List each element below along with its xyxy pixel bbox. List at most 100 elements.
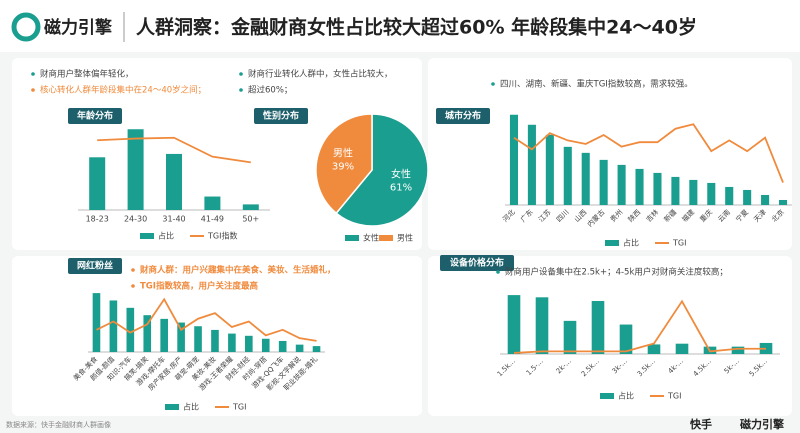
bar: [563, 146, 572, 205]
bar: [675, 343, 689, 354]
legend-swatch: [600, 393, 614, 399]
bar: [671, 176, 680, 205]
logo-icon: [11, 12, 41, 42]
brand: 磁力引擎: [740, 417, 784, 431]
slice-value: 61%: [390, 182, 412, 193]
bar: [591, 300, 605, 354]
section-tag: 城市分布: [445, 110, 481, 122]
x-tick-label: 41-49: [201, 215, 224, 224]
bar: [635, 168, 644, 205]
panel: [428, 58, 792, 250]
section-tag-bg: [436, 108, 490, 124]
line: [513, 123, 784, 183]
legend-label: 女性: [363, 233, 379, 243]
legend-label: TGI: [672, 239, 686, 248]
brand: 快手: [689, 417, 712, 431]
bar: [619, 324, 633, 354]
legend-label: 男性: [397, 233, 413, 243]
section-tag: 年龄分布: [77, 110, 113, 122]
bar: [617, 164, 626, 205]
legend-label: 占比: [618, 391, 634, 401]
legend-label: 占比: [183, 402, 199, 412]
slice-label: 女性: [391, 167, 411, 180]
legend-label: 占比: [623, 238, 639, 248]
bar: [761, 194, 770, 205]
bullet: [131, 268, 135, 272]
bar: [535, 297, 549, 354]
legend-swatch: [345, 235, 359, 241]
bullet: [239, 72, 243, 76]
bar: [109, 300, 118, 352]
bullet: [131, 284, 135, 288]
bar: [143, 315, 152, 352]
note: 财商人群：用户兴趣集中在美食、美妆、生活婚礼，: [139, 265, 336, 276]
section-tag: 网红粉丝: [77, 260, 113, 272]
note: 财商用户设备集中在2.5k+；4-5k用户对财商关注度较高；: [505, 267, 728, 278]
bar: [778, 199, 788, 205]
slice-value: 39%: [332, 162, 354, 173]
panel: [428, 256, 792, 416]
bar: [581, 152, 590, 205]
section-tag-bg: [68, 108, 122, 124]
line: [97, 136, 251, 164]
bar: [599, 159, 608, 205]
legend-swatch: [140, 233, 154, 239]
bar: [295, 344, 304, 352]
bar: [228, 333, 236, 352]
section-tag: 设备价格分布: [450, 257, 504, 269]
bar: [245, 335, 253, 352]
note: 核心转化人群年龄段集中在24～40岁之间；: [40, 85, 206, 96]
logo-text: 磁力引擎: [44, 17, 113, 38]
section-tag-bg: [254, 108, 308, 124]
section-tag-bg: [68, 258, 122, 274]
line: [96, 297, 317, 342]
bar: [653, 172, 662, 205]
bar: [731, 346, 745, 354]
bullet: [31, 72, 35, 76]
bar: [204, 196, 221, 210]
note: 四川、湖南、新疆、重庆TGI指数较高，需求较强。: [500, 79, 693, 90]
x-tick-label: 50+: [242, 215, 259, 224]
legend-swatch: [379, 235, 393, 241]
slice-label: 男性: [333, 147, 353, 160]
legend-label: 占比: [158, 231, 174, 241]
bar: [689, 179, 698, 205]
section-tag-bg: [440, 255, 514, 271]
bar: [177, 322, 185, 352]
bullet: [239, 88, 243, 92]
bar: [527, 124, 536, 205]
panel: [12, 58, 422, 250]
pie-slice: [335, 113, 429, 227]
bar: [242, 204, 259, 210]
bar: [278, 340, 287, 352]
bar: [707, 182, 716, 205]
legend-swatch: [605, 240, 619, 246]
bar: [563, 320, 577, 354]
bar: [312, 346, 321, 352]
x-tick-label: 18-23: [86, 215, 109, 224]
bar: [261, 338, 270, 352]
note: 财商行业转化人群中，女性占比较大，: [248, 69, 393, 80]
line: [513, 299, 766, 354]
legend-swatch: [165, 404, 179, 410]
note: 超过60%；: [248, 85, 292, 96]
note: 财商用户整体偏年轻化，: [40, 69, 134, 80]
bullet: [31, 88, 35, 92]
pie-slice: [315, 113, 373, 215]
bar: [507, 295, 521, 354]
source: 数据来源：快手金融财商人群画像: [6, 420, 111, 429]
bar: [725, 186, 734, 205]
bar: [194, 326, 202, 352]
title: 人群洞察：金融财商女性占比较大超过60% 年龄段集中24～40岁: [136, 16, 697, 39]
bar: [509, 114, 519, 205]
legend-label: TGI指数: [207, 231, 237, 241]
bar: [89, 157, 106, 210]
legend-label: TGI: [667, 392, 681, 401]
section-tag: 性别分布: [263, 110, 299, 122]
note: TGI指数较高，用户关注度最高: [140, 281, 258, 292]
bar: [126, 307, 135, 352]
bar: [166, 153, 182, 210]
bar: [211, 329, 219, 352]
bar: [743, 189, 752, 205]
bar: [160, 318, 168, 352]
